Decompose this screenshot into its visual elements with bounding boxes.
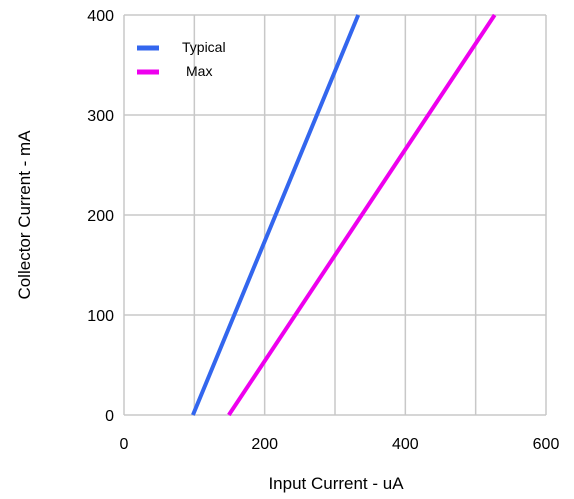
legend: Typical Max [137,39,226,79]
y-tick-label: 400 [87,8,114,25]
x-tick-label: 0 [120,436,129,453]
x-axis-title: Input Current - uA [268,474,404,493]
x-tick-label: 200 [251,436,278,453]
x-tick-label: 400 [392,436,419,453]
legend-label-typical: Typical [182,39,226,55]
series-lines [191,13,497,417]
y-tick-label: 200 [87,208,114,225]
grid [123,14,547,416]
tick-labels: 0 200 400 600 0 100 200 300 400 [87,8,559,453]
y-axis-title: Collector Current - mA [15,130,34,300]
y-tick-label: 100 [87,308,114,325]
legend-label-max: Max [186,63,212,79]
y-tick-label: 300 [87,108,114,125]
series-line-max [227,13,497,417]
y-tick-label: 0 [105,408,114,425]
series-line-typical [191,14,361,416]
x-tick-label: 600 [533,436,560,453]
